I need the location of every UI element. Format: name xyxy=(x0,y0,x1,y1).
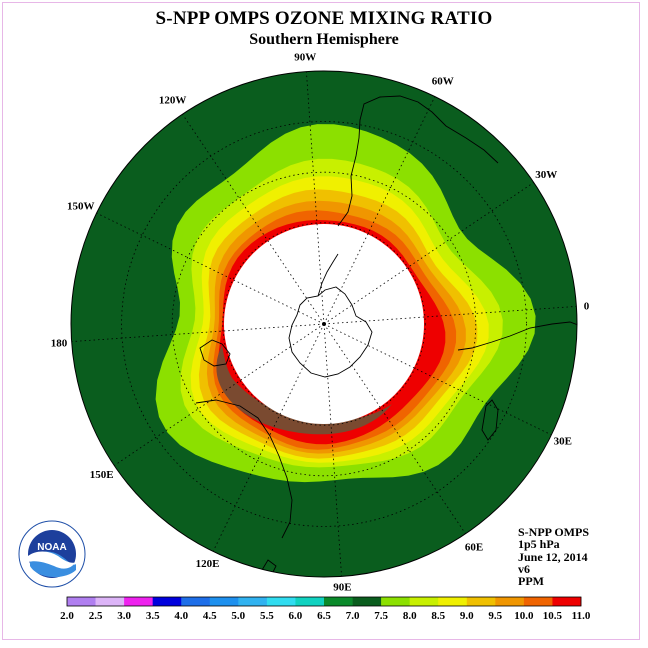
meridian-line xyxy=(114,323,325,466)
colorbar-tick-label: 6.0 xyxy=(289,610,303,622)
meridian-line xyxy=(323,323,466,534)
colorbar-tick-label: 9.0 xyxy=(460,610,474,622)
longitude-label: 60W xyxy=(432,76,454,88)
map-subtitle: Southern Hemisphere xyxy=(249,31,399,48)
colorbar-tick-label: 2.5 xyxy=(89,610,103,622)
data-version: v6 xyxy=(518,561,530,576)
longitude-label: 30W xyxy=(535,169,557,181)
coastline-madagascar xyxy=(481,399,499,441)
colorbar-swatch xyxy=(295,597,325,606)
colorbar-swatch xyxy=(238,597,268,606)
longitude-label: 120W xyxy=(159,95,187,107)
ozone-band-b8 xyxy=(216,345,392,435)
globe xyxy=(71,71,577,577)
colorbar-tick-label: 5.5 xyxy=(260,610,274,622)
meridian-line xyxy=(71,323,325,342)
meridian-line xyxy=(323,323,342,577)
colorbar-swatch xyxy=(552,597,582,606)
observation-date: June 12, 2014 xyxy=(518,549,588,564)
colorbar-outline xyxy=(66,596,582,607)
coastline-africa xyxy=(457,321,577,351)
coastlines xyxy=(195,95,577,575)
meridian-line xyxy=(323,306,577,325)
colorbar-swatch xyxy=(381,597,410,606)
colorbar-swatch xyxy=(67,597,96,606)
coastline-antarctica xyxy=(288,286,373,378)
colorbar-swatch xyxy=(466,597,496,606)
meridian-line xyxy=(182,114,325,325)
noaa-logo: NOAA xyxy=(18,520,86,588)
latitude-circle xyxy=(222,222,426,426)
colorbar-tick-label: 11.0 xyxy=(572,610,591,622)
longitude-label: 0 xyxy=(584,301,590,313)
colorbar-swatch xyxy=(124,597,153,606)
coastline-australia xyxy=(195,399,293,539)
globe-outline xyxy=(70,70,578,578)
colorbar-swatch xyxy=(523,597,553,606)
colorbar-swatch xyxy=(409,597,439,606)
coastline-new-zealand xyxy=(199,339,231,367)
colorbar-tick-label: 4.5 xyxy=(203,610,217,622)
colorbar-tick-label: 4.0 xyxy=(174,610,188,622)
colorbar-tick-label: 5.0 xyxy=(231,610,245,622)
coastline-antarctic-peninsula xyxy=(317,253,339,297)
longitude-label: 120E xyxy=(196,558,220,570)
colorbar-swatch xyxy=(324,597,353,606)
map-title: S-NPP OMPS OZONE MIXING RATIO xyxy=(155,8,493,29)
units-label: PPM xyxy=(518,574,544,589)
longitude-label: 180 xyxy=(51,338,68,350)
longitude-label: 90W xyxy=(294,52,316,64)
colorbar-tick-label: 7.5 xyxy=(374,610,388,622)
colorbar-tick-label: 10.5 xyxy=(543,610,563,622)
colorbar-swatch xyxy=(495,597,525,606)
longitude-label: 150E xyxy=(90,469,114,481)
colorbar-tick-label: 7.0 xyxy=(346,610,360,622)
colorbar-tick-label: 9.5 xyxy=(488,610,502,622)
colorbar-tick-label: 6.5 xyxy=(317,610,331,622)
colorbar-tick-label: 2.0 xyxy=(60,610,74,622)
meridian-line xyxy=(306,71,325,325)
meridian-line xyxy=(323,96,436,325)
longitude-label: 90E xyxy=(333,582,351,594)
coastline-south-america xyxy=(337,95,499,227)
colorbar-swatch xyxy=(352,597,382,606)
longitude-labels: 90W 60W 30W 0 30E 60E 90E 120E 150E 180 150W 120W xyxy=(51,52,590,594)
logo-text: NOAA xyxy=(37,542,66,553)
latitude-circle xyxy=(171,171,477,477)
longitude-label: 30E xyxy=(554,436,572,448)
meridian-line xyxy=(212,323,325,552)
instrument-label: S-NPP OMPS xyxy=(518,525,589,539)
colorbar-swatch xyxy=(209,597,239,606)
colorbar-tick-label: 10.0 xyxy=(514,610,534,622)
colorbar-tick-label: 3.5 xyxy=(146,610,160,622)
colorbar: 2.0 2.5 3.0 3.5 4.0 4.5 5.0 5.5 6.0 6.5 7.0 7.5 8.0 8… xyxy=(60,596,591,622)
graticule xyxy=(71,71,577,577)
colorbar-tick-label: 3.0 xyxy=(117,610,131,622)
meridian-line xyxy=(96,212,325,325)
colorbar-swatch xyxy=(438,597,468,606)
colorbar-swatch xyxy=(95,597,125,606)
latitude-circle xyxy=(121,121,527,527)
colorbar-tick-label: 8.5 xyxy=(431,610,445,622)
colorbar-swatch xyxy=(266,597,296,606)
longitude-label: 60E xyxy=(465,541,483,553)
colorbar-swatch xyxy=(152,597,182,606)
colorbar-tick-label: 8.0 xyxy=(403,610,417,622)
longitude-label: 150W xyxy=(67,200,95,212)
colorbar-swatch xyxy=(181,597,211,606)
map-metadata: S-NPP OMPS 1p5 hPa June 12, 2014 v6 PPM xyxy=(518,525,589,589)
south-pole-marker xyxy=(322,322,326,326)
pressure-level: 1p5 hPa xyxy=(518,537,560,552)
meridian-line xyxy=(323,323,552,436)
meridian-line xyxy=(323,182,534,325)
